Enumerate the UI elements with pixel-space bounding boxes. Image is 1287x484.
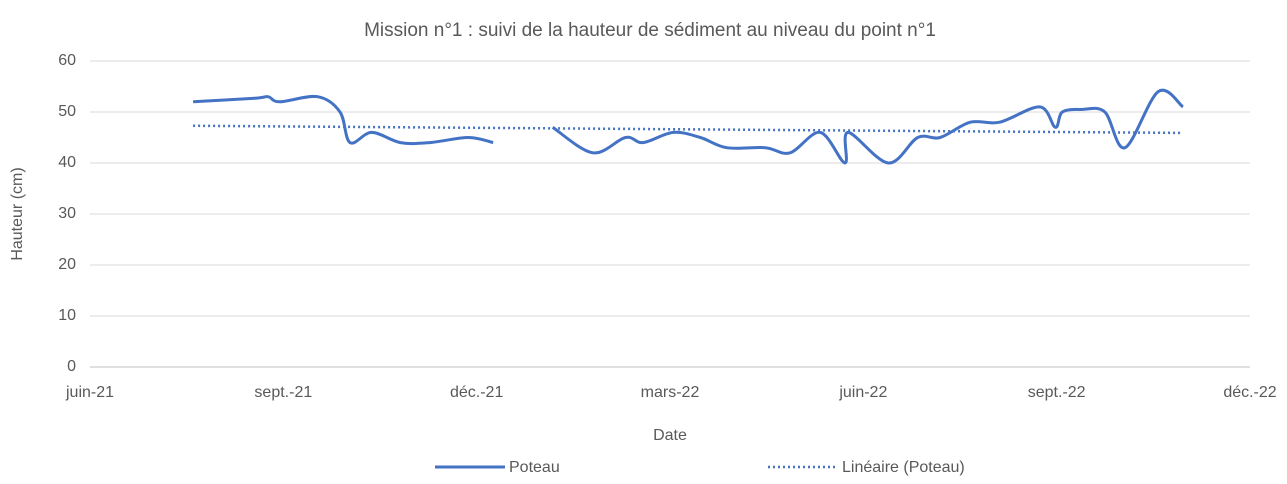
x-tick-label: sept.-22 xyxy=(1028,384,1086,401)
y-tick-label: 50 xyxy=(58,103,76,120)
data-line xyxy=(193,124,1183,135)
x-tick-label: juin-22 xyxy=(838,384,887,401)
legend-label: Poteau xyxy=(509,459,560,476)
x-tick-label: mars-22 xyxy=(641,384,700,401)
x-axis-title: Date xyxy=(653,427,687,444)
y-tick-label: 60 xyxy=(58,52,76,69)
data-line xyxy=(192,94,494,146)
x-tick-label: juin-21 xyxy=(65,384,114,401)
y-axis-title: Hauteur (cm) xyxy=(9,167,26,260)
x-tick-label: sept.-21 xyxy=(254,384,312,401)
data-line xyxy=(551,88,1184,165)
legend-label: Linéaire (Poteau) xyxy=(842,459,965,476)
y-tick-label: 10 xyxy=(58,307,76,324)
y-tick-label: 0 xyxy=(67,358,76,375)
x-tick-label: déc.-22 xyxy=(1223,384,1276,401)
y-tick-label: 20 xyxy=(58,256,76,273)
x-tick-label: déc.-21 xyxy=(450,384,503,401)
y-tick-label: 30 xyxy=(58,205,76,222)
y-tick-label: 40 xyxy=(58,154,76,171)
chart-title: Mission n°1 : suivi de la hauteur de séd… xyxy=(364,20,936,41)
